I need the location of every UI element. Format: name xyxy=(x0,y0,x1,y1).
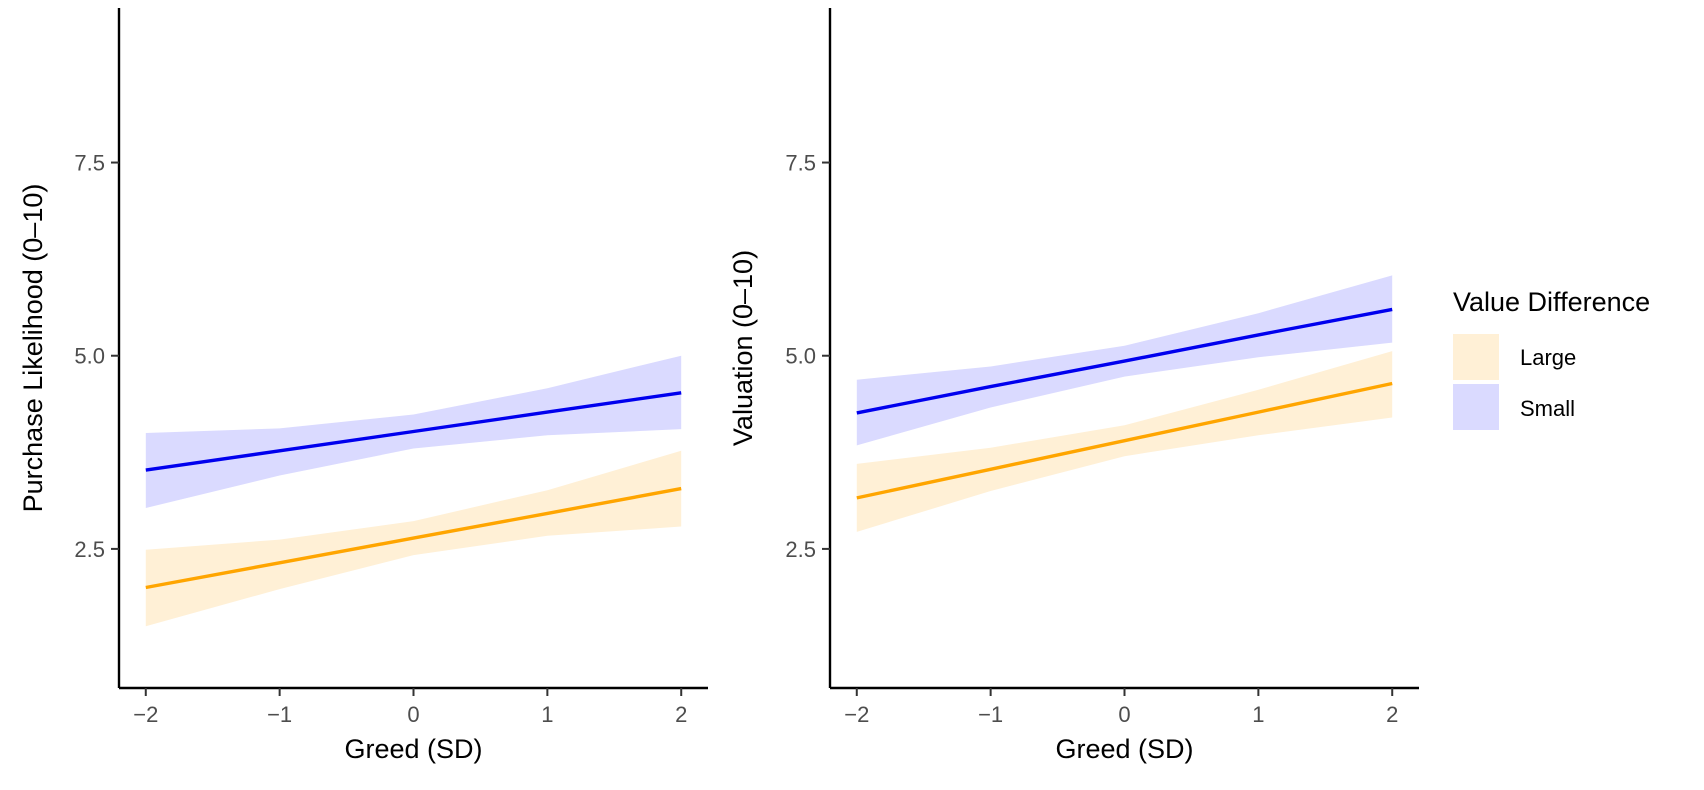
y-tick-label: 2.5 xyxy=(74,537,105,562)
legend: Value Difference Large Small xyxy=(1453,287,1650,430)
y-tick-label: 5.0 xyxy=(74,344,105,369)
x-tick-label: 1 xyxy=(1252,702,1264,727)
line-small xyxy=(145,391,682,472)
x-tick-label: 2 xyxy=(1386,702,1398,727)
legend-key-small-band xyxy=(1453,384,1499,430)
panel-valuation: −2 −1 0 1 2 2.5 5.0 7.5 Greed (SD) Valuation (0… xyxy=(728,8,1419,764)
ticks: −2 −1 0 1 2 2.5 5.0 7.5 xyxy=(785,151,1398,727)
y-axis-title: Valuation (0–10) xyxy=(728,250,758,446)
trend-lines xyxy=(145,391,682,590)
line-large xyxy=(145,486,682,590)
legend-title: Value Difference xyxy=(1453,287,1650,317)
confidence-bands xyxy=(856,275,1393,532)
x-tick-label: −1 xyxy=(267,702,292,727)
y-tick-label: 7.5 xyxy=(785,151,816,176)
x-tick-label: −2 xyxy=(133,702,158,727)
x-tick-label: 0 xyxy=(407,702,419,727)
confidence-bands xyxy=(145,355,682,627)
line-small xyxy=(856,307,1393,415)
x-tick-label: 0 xyxy=(1118,702,1130,727)
legend-label-small: Small xyxy=(1520,396,1575,421)
x-tick-label: −1 xyxy=(978,702,1003,727)
panel-purchase-likelihood: −2 −1 0 1 2 2.5 5.0 7.5 Greed (SD) Purchase Lik… xyxy=(18,8,708,764)
x-tick-label: −2 xyxy=(844,702,869,727)
legend-key-large-band xyxy=(1453,334,1499,380)
line-large xyxy=(856,381,1393,500)
y-axis-title: Purchase Likelihood (0–10) xyxy=(18,184,48,513)
ticks: −2 −1 0 1 2 2.5 5.0 7.5 xyxy=(74,151,687,727)
x-tick-label: 2 xyxy=(675,702,687,727)
x-axis-title: Greed (SD) xyxy=(344,734,482,764)
x-tick-label: 1 xyxy=(541,702,553,727)
trend-lines xyxy=(856,307,1393,500)
y-tick-label: 5.0 xyxy=(785,344,816,369)
x-axis-title: Greed (SD) xyxy=(1055,734,1193,764)
y-tick-label: 7.5 xyxy=(74,151,105,176)
y-tick-label: 2.5 xyxy=(785,537,816,562)
legend-label-large: Large xyxy=(1520,345,1576,370)
